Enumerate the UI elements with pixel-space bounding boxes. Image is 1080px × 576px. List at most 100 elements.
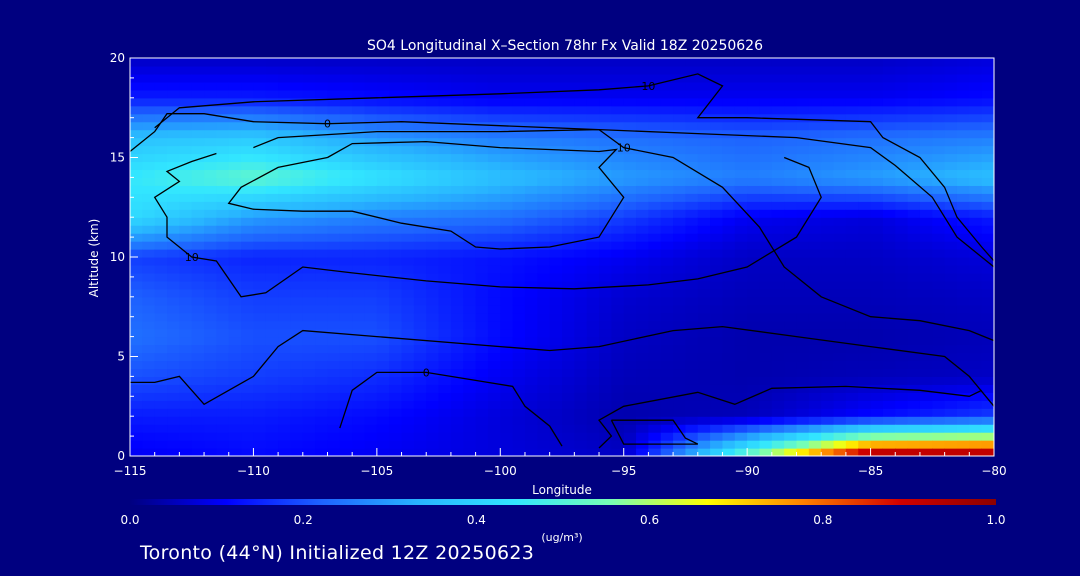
- field-cell: [562, 241, 575, 250]
- field-cell: [179, 384, 193, 393]
- field-cell: [130, 65, 143, 75]
- field-cell: [463, 440, 477, 449]
- field-cell: [784, 105, 798, 115]
- field-cell: [475, 448, 489, 456]
- field-cell: [438, 89, 452, 99]
- field-cell: [278, 217, 292, 226]
- field-cell: [747, 137, 761, 147]
- field-cell: [562, 161, 575, 171]
- field-cell: [253, 113, 267, 123]
- field-cell: [870, 448, 884, 456]
- field-cell: [265, 376, 279, 385]
- field-cell: [956, 145, 970, 155]
- field-cell: [710, 225, 724, 234]
- field-cell: [919, 145, 933, 155]
- field-cell: [426, 352, 440, 362]
- field-cell: [537, 264, 551, 274]
- field-cell: [389, 312, 403, 322]
- field-cell: [290, 320, 304, 330]
- field-cell: [315, 225, 329, 234]
- field-cell: [722, 225, 736, 234]
- field-cell: [376, 432, 390, 441]
- field-cell: [413, 89, 427, 99]
- field-cell: [463, 304, 477, 314]
- field-cell: [882, 440, 896, 449]
- field-cell: [463, 416, 477, 425]
- field-cell: [882, 137, 896, 147]
- field-cell: [130, 424, 143, 433]
- field-cell: [463, 296, 477, 306]
- field-cell: [524, 384, 538, 393]
- field-cell: [241, 89, 255, 99]
- field-cell: [191, 81, 205, 91]
- field-cell: [438, 233, 452, 242]
- field-cell: [327, 97, 341, 107]
- field-cell: [932, 408, 946, 417]
- field-cell: [253, 344, 267, 354]
- field-cell: [685, 121, 699, 131]
- field-cell: [969, 58, 983, 67]
- field-cell: [216, 440, 230, 449]
- field-cell: [290, 81, 304, 91]
- field-cell: [327, 440, 341, 449]
- field-cell: [278, 81, 292, 91]
- field-cell: [327, 400, 341, 409]
- field-cell: [376, 129, 390, 139]
- field-cell: [204, 440, 217, 449]
- field-cell: [265, 280, 279, 290]
- field-cell: [981, 105, 994, 115]
- field-cell: [315, 368, 329, 377]
- field-cell: [562, 257, 575, 266]
- field-cell: [586, 416, 600, 425]
- field-cell: [685, 376, 699, 385]
- field-cell: [586, 272, 600, 282]
- field-cell: [648, 360, 662, 370]
- field-cell: [586, 185, 600, 194]
- field-cell: [364, 392, 378, 401]
- field-cell: [302, 440, 316, 449]
- field-cell: [833, 65, 847, 75]
- field-cell: [438, 272, 452, 282]
- field-cell: [549, 137, 563, 147]
- field-cell: [302, 272, 316, 282]
- field-cell: [253, 304, 267, 314]
- field-cell: [907, 113, 921, 123]
- field-cell: [426, 129, 440, 139]
- field-cell: [685, 137, 699, 147]
- field-cell: [623, 448, 637, 456]
- field-cell: [845, 424, 859, 433]
- field-cell: [278, 129, 292, 139]
- field-cell: [956, 113, 970, 123]
- field-cell: [574, 352, 588, 362]
- field-cell: [500, 408, 514, 417]
- field-cell: [364, 328, 378, 338]
- field-cell: [833, 272, 847, 282]
- field-cell: [858, 121, 872, 131]
- field-cell: [821, 368, 835, 377]
- field-cell: [426, 344, 440, 354]
- field-cell: [623, 280, 637, 290]
- field-cell: [142, 209, 156, 218]
- field-cell: [265, 177, 279, 186]
- field-cell: [574, 217, 588, 226]
- field-cell: [833, 73, 847, 83]
- field-cell: [660, 272, 674, 282]
- field-cell: [537, 97, 551, 107]
- field-cell: [179, 296, 193, 306]
- field-cell: [450, 440, 464, 449]
- field-cell: [241, 408, 255, 417]
- field-cell: [870, 185, 884, 194]
- y-tick-label: 10: [110, 250, 125, 264]
- field-cell: [290, 400, 304, 409]
- field-cell: [722, 336, 736, 346]
- field-cell: [302, 193, 316, 202]
- field-cell: [907, 440, 921, 449]
- field-cell: [932, 201, 946, 210]
- field-cell: [241, 121, 255, 131]
- field-cell: [734, 368, 748, 377]
- field-cell: [241, 201, 255, 210]
- field-cell: [858, 193, 872, 202]
- field-cell: [265, 288, 279, 298]
- field-cell: [191, 169, 205, 178]
- field-cell: [376, 272, 390, 282]
